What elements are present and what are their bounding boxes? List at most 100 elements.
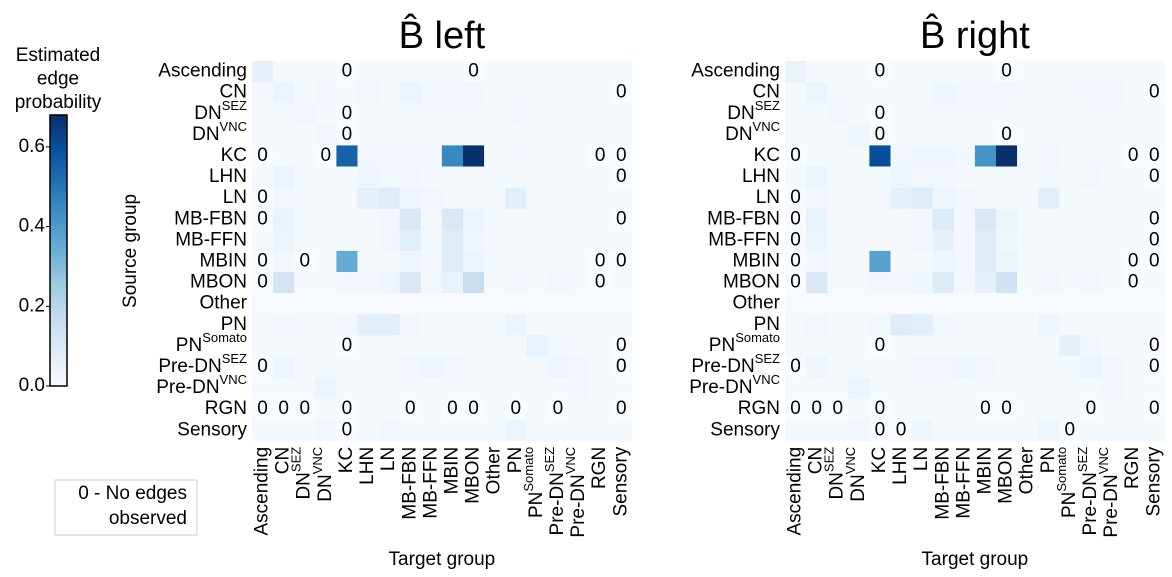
- heatmap-cell: [1143, 145, 1166, 167]
- category-label: PNSomato: [521, 447, 547, 518]
- heatmap-cell: [827, 250, 849, 273]
- zero-label: 0: [257, 250, 268, 271]
- heatmap-cell: [1038, 187, 1060, 209]
- heatmap-cell: [1101, 187, 1123, 209]
- heatmap-cell: [827, 187, 849, 209]
- heatmap-cell: [953, 377, 976, 399]
- heatmap-cell: [336, 103, 358, 125]
- heatmap-cell: [484, 166, 506, 188]
- heatmap-cell: [273, 377, 295, 399]
- heatmap-cell: [911, 229, 933, 252]
- heatmap-cell: [610, 187, 633, 209]
- heatmap-cell: [357, 208, 379, 231]
- heatmap-cell: [484, 250, 506, 273]
- heatmap-cell: [463, 208, 485, 231]
- category-label-base: Pre-DN: [691, 356, 754, 377]
- heatmap-cell: [932, 398, 955, 420]
- heatmap-cell: [399, 61, 422, 83]
- heatmap-cell: [911, 398, 933, 420]
- heatmap-cell: [1059, 82, 1081, 104]
- heatmap-cell: [252, 377, 274, 399]
- heatmap-cell: [911, 356, 933, 378]
- heatmap-cell: [252, 82, 274, 104]
- heatmap-cell: [1017, 272, 1039, 294]
- heatmap-cell: [568, 398, 590, 420]
- heatmap-cell: [869, 377, 891, 399]
- heatmap-cell: [827, 293, 849, 315]
- heatmap-cell: [505, 103, 527, 125]
- heatmap-cell: [974, 103, 997, 125]
- heatmap-cell: [848, 187, 870, 209]
- zero-label: 0: [257, 187, 268, 208]
- heatmap-cell: [547, 398, 569, 420]
- heatmap-cell: [1080, 377, 1102, 399]
- heatmap-cell: [610, 124, 633, 146]
- heatmap-cell: [1038, 166, 1060, 188]
- heatmap-cell: [357, 314, 379, 336]
- heatmap-cell: [953, 335, 976, 357]
- heatmap-cell: [463, 103, 485, 125]
- heatmap-cell: [547, 356, 569, 378]
- heatmap-cell: [1080, 82, 1102, 104]
- heatmap-cell: [568, 250, 590, 273]
- heatmap-cell: [1038, 272, 1060, 294]
- heatmap-cell: [273, 229, 295, 252]
- heatmap-cell: [336, 208, 358, 231]
- zero-label: 0: [980, 398, 991, 419]
- heatmap-cell: [294, 61, 316, 83]
- zero-label: 0: [875, 124, 886, 145]
- heatmap-cell: [953, 250, 976, 273]
- category-label: Sensory: [1143, 446, 1164, 516]
- heatmap-cell: [273, 166, 295, 188]
- heatmap-cell: [953, 272, 976, 294]
- heatmap-cell: [806, 103, 828, 125]
- heatmap-cell: [273, 250, 295, 273]
- heatmap-cell: [996, 419, 1018, 442]
- heatmap-cell: [1017, 293, 1039, 315]
- heatmap-cell: [1059, 377, 1081, 399]
- heatmap-cell: [336, 314, 358, 336]
- category-label: Sensory: [177, 419, 247, 440]
- heatmap-cell: [869, 272, 891, 294]
- heatmap-cell: [399, 419, 422, 442]
- heatmap-cell: [315, 419, 337, 442]
- heatmap-cell: [315, 377, 337, 399]
- heatmap-cell: [785, 208, 807, 231]
- heatmap-cell: [589, 272, 611, 294]
- heatmap-cell: [1143, 356, 1166, 378]
- heatmap-cell: [315, 229, 337, 252]
- heatmap-cell: [484, 145, 506, 167]
- heatmap-cell: [1080, 398, 1102, 420]
- heatmap-cell: [378, 187, 400, 209]
- heatmap-cell: [785, 377, 807, 399]
- colorbar-tick-label: 0.2: [19, 295, 45, 316]
- heatmap-cell: [294, 208, 316, 231]
- heatmap-cell: [568, 335, 590, 357]
- category-label: KC: [754, 145, 780, 166]
- heatmap-cell: [911, 103, 933, 125]
- heatmap-cell: [547, 124, 569, 146]
- heatmap-cell: [1038, 398, 1060, 420]
- heatmap-cell: [273, 124, 295, 146]
- category-label-base: DN: [294, 472, 315, 499]
- zero-label: 0: [1149, 229, 1160, 250]
- heatmap-cell: [974, 335, 997, 357]
- heatmap-cell: [890, 124, 912, 146]
- heatmap-cell: [1038, 103, 1060, 125]
- heatmap-cell: [568, 166, 590, 188]
- heatmap-cell: [848, 124, 870, 146]
- heatmap-cell: [441, 61, 464, 83]
- heatmap-cell: [463, 377, 485, 399]
- heatmap-cell: [996, 250, 1018, 273]
- category-label: Ascending: [158, 61, 247, 82]
- category-label: Ascending: [691, 61, 780, 82]
- heatmap-cell: [399, 293, 422, 315]
- heatmap-cell: [1059, 314, 1081, 336]
- heatmap-cell: [568, 419, 590, 442]
- heatmap-cell: [1143, 272, 1166, 294]
- heatmap-cell: [869, 250, 891, 273]
- heatmap-cell: [996, 145, 1018, 167]
- heatmap-cell: [441, 356, 464, 378]
- heatmap-cell: [827, 145, 849, 167]
- heatmap-cell: [484, 187, 506, 209]
